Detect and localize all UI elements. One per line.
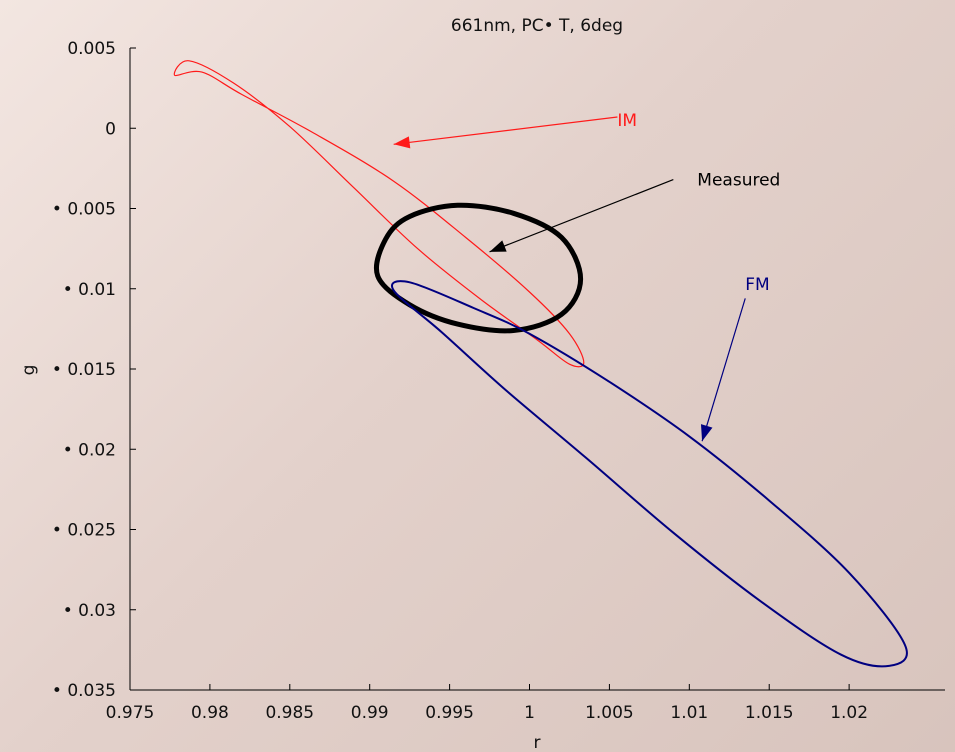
x-tick-label: 1.005 bbox=[585, 703, 634, 723]
x-tick-label: 0.98 bbox=[191, 703, 229, 723]
x-ticks: 0.975 0.98 0.985 0.99 0.995 1 1.005 1.01 1.015 1.… bbox=[106, 684, 868, 723]
annotation-arrowhead bbox=[393, 136, 411, 149]
y-tick-label: 0.005 bbox=[67, 39, 116, 59]
x-tick-label: 1 bbox=[524, 703, 535, 723]
annotation-arrowhead bbox=[489, 240, 507, 252]
x-tick-label: 0.99 bbox=[351, 703, 389, 723]
annotation-label-im: IM bbox=[617, 111, 637, 131]
series-fm-ellipse bbox=[391, 280, 908, 668]
x-tick-label: 0.995 bbox=[425, 703, 474, 723]
y-axis-label: g bbox=[19, 365, 39, 376]
y-tick-label: 0 bbox=[105, 119, 116, 139]
annotation-arrow-line bbox=[489, 179, 674, 253]
series-layer bbox=[173, 60, 908, 668]
y-tick-label: • 0.035 bbox=[52, 681, 116, 701]
x-tick-label: 0.975 bbox=[106, 703, 155, 723]
y-tick-label: • 0.03 bbox=[63, 601, 116, 621]
x-tick-label: 1.01 bbox=[670, 703, 708, 723]
x-tick-label: 1.02 bbox=[830, 703, 868, 723]
annotation-label-fm: FM bbox=[745, 275, 769, 295]
y-tick-label: • 0.02 bbox=[63, 440, 116, 460]
series-im-ellipse bbox=[173, 60, 585, 368]
annotation-layer: IM Measured FM bbox=[393, 111, 780, 442]
x-tick-label: 1.015 bbox=[745, 703, 794, 723]
annotation-arrow-line bbox=[701, 298, 746, 442]
annotation-arrow-line bbox=[393, 116, 618, 145]
y-tick-label: • 0.005 bbox=[52, 200, 116, 220]
annotation-label-measured: Measured bbox=[697, 171, 780, 191]
y-tick-label: • 0.01 bbox=[63, 280, 116, 300]
x-axis-label: r bbox=[534, 733, 541, 752]
y-tick-label: • 0.025 bbox=[52, 521, 116, 541]
x-tick-label: 0.985 bbox=[265, 703, 314, 723]
annotation-arrowhead bbox=[700, 424, 713, 442]
chart-title: 661nm, PC• T, 6deg bbox=[451, 16, 623, 36]
y-tick-label: • 0.015 bbox=[52, 360, 116, 380]
y-ticks: 0.005 0 • 0.005 • 0.01 • 0.015 • 0.02 • 0.025 •… bbox=[52, 39, 136, 701]
